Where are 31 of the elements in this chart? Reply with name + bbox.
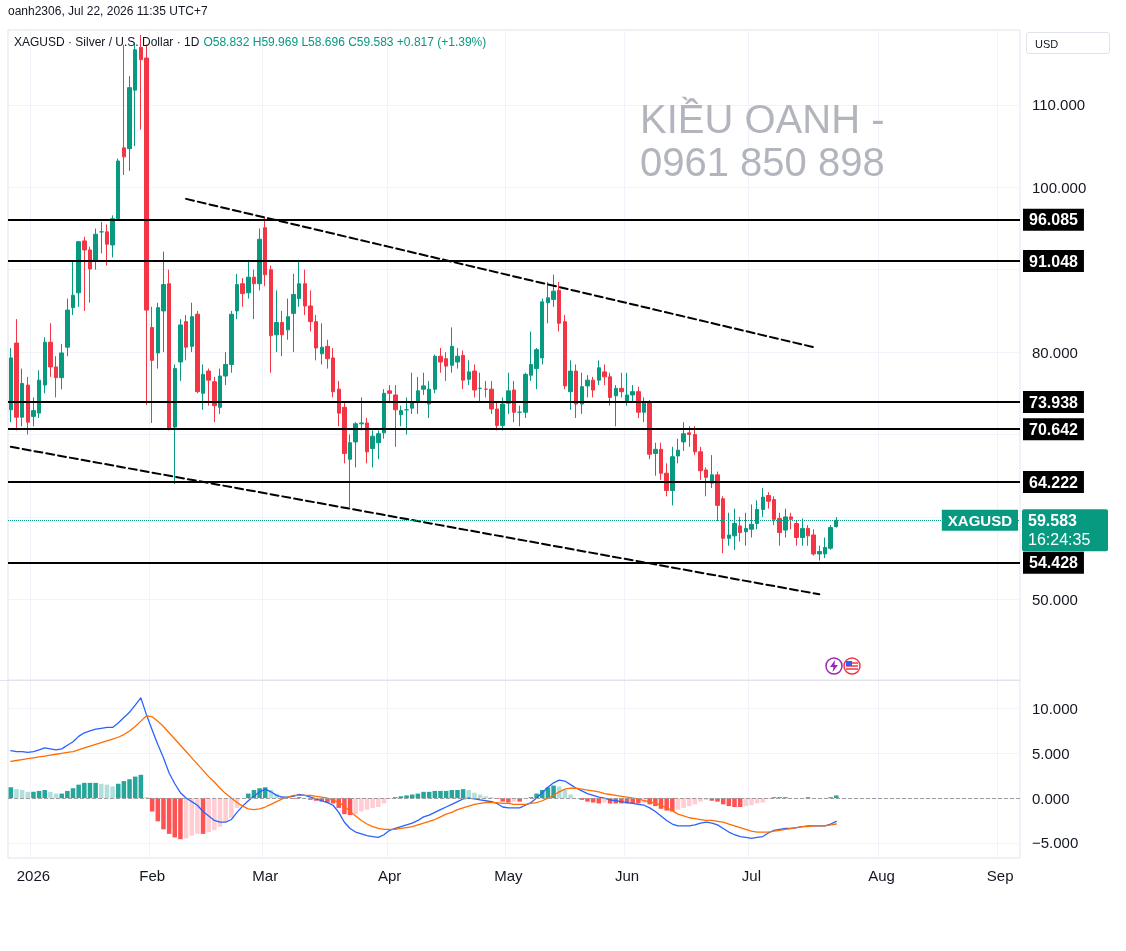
ref-line-label: 59.583 [1028,511,1078,529]
ref-line-label: 54.428 [1029,554,1079,572]
x-tick-label: Aug [868,867,895,884]
text: oanh2306, Jul 22, 2026 11:35 UTC+7 [8,4,208,18]
y-tick-label: 80.000 [1032,343,1078,361]
y-tick-label: 100.000 [1032,178,1087,196]
x-tick-label: Jul [741,867,762,884]
x-tick-label: Apr [377,867,402,884]
chart-subtitle: O58.832 H59.969 L58.696 C59.583 +0.817 (+1.39%) [203,35,487,49]
annotation: KIỀU OANH - 0961 850 898 [640,97,886,184]
x-tick-label: May [494,867,524,884]
ref-line-label: 91.048 [1029,252,1079,270]
annotation: XAGUSD [947,511,1013,529]
ref-line-label: 64.222 [1029,473,1079,491]
x-tick-label: Sep [986,867,1014,884]
ref-line-label: 70.642 [1029,420,1079,438]
x-tick-label: Mar [252,867,279,884]
x-tick-label: Jun [614,867,640,884]
text: USD [1026,32,1110,54]
y-tick-label: 10.000 [1032,700,1078,718]
chart-title: XAGUSD · Silver / U.S. Dollar · 1D [14,35,200,49]
y-tick-label: 110.000 [1032,96,1086,114]
y-tick-label: 50.000 [1032,590,1078,608]
y-tick-label: 5.000 [1032,744,1070,762]
text: 16:24:35 [1028,530,1091,548]
x-tick-label: 2026 [16,867,51,884]
ref-line-label: 73.938 [1029,393,1079,411]
y-tick-label: −5.000 [1032,834,1079,852]
x-tick-label: Feb [139,867,166,884]
ref-line-label: 96.085 [1029,211,1079,229]
y-tick-label: 0.000 [1032,789,1070,807]
